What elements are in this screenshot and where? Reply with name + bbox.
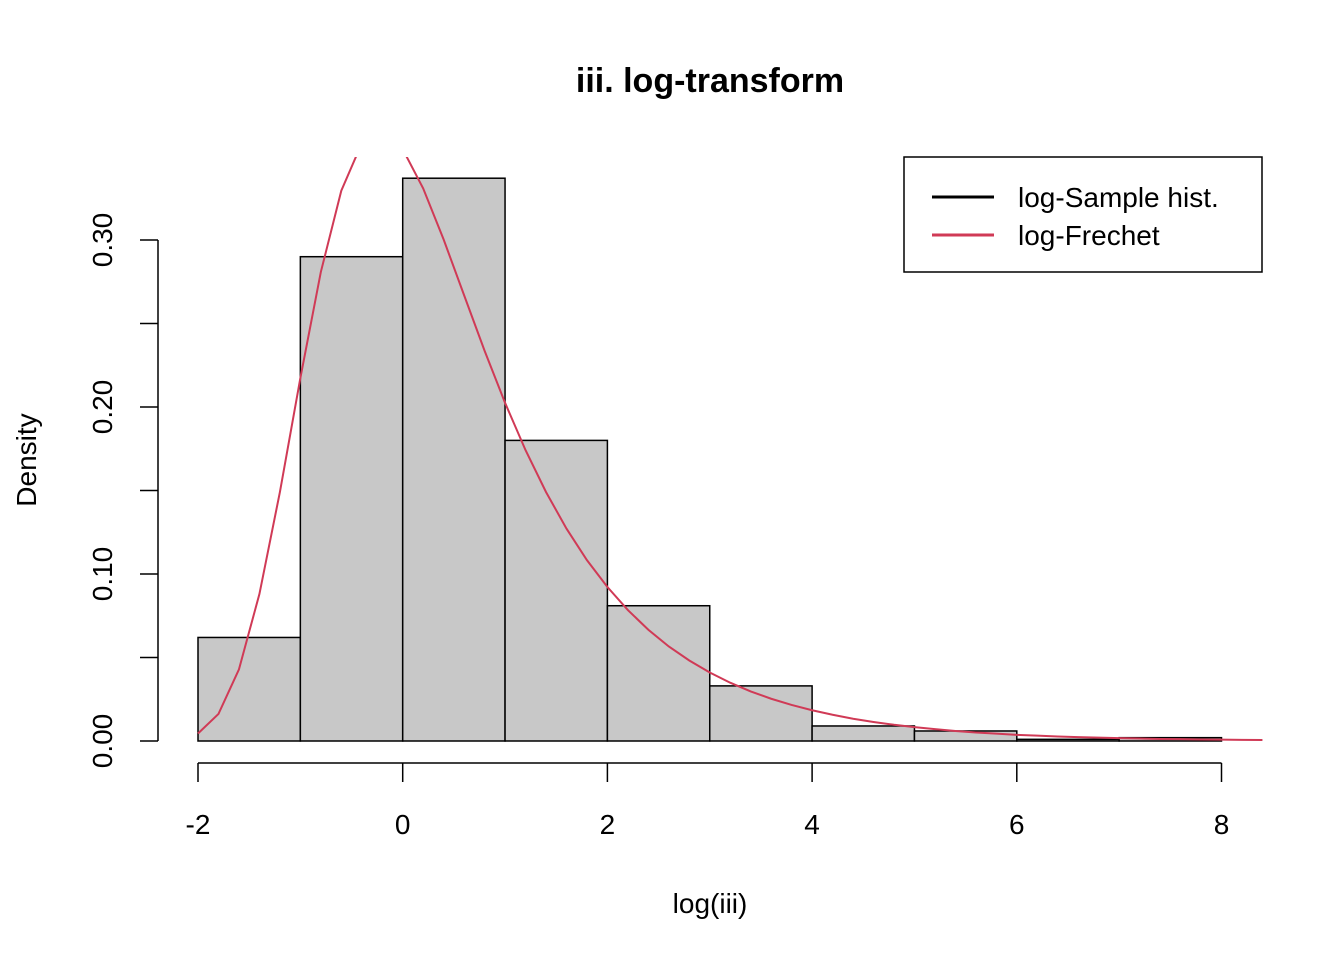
histogram-bar-3: [504, 439, 609, 742]
y-axis-label: Density: [11, 413, 42, 506]
frechet-density-curve: [197, 157, 1263, 741]
histogram-bar-0: [197, 636, 302, 742]
y-tick-label-4: 0.20: [87, 380, 118, 435]
x-tick-label-5: 8: [1214, 809, 1230, 840]
x-tick-label-2: 2: [600, 809, 616, 840]
y-axis: 0.00 0.10 0.20 0.30: [87, 213, 159, 769]
y-tick-label-2: 0.10: [87, 547, 118, 602]
legend-label-sample: log-Sample hist.: [1018, 182, 1219, 213]
x-tick-label-1: 0: [395, 809, 411, 840]
legend-box: [903, 156, 1263, 273]
legend: log-Sample hist. log-Frechet: [903, 156, 1263, 273]
x-tick-label-0: -2: [186, 809, 211, 840]
x-tick-label-4: 6: [1009, 809, 1025, 840]
x-axis: -2 0 2 4 6 8: [186, 762, 1230, 840]
histogram-bar-8: [1016, 738, 1120, 742]
y-tick-label-6: 0.30: [87, 213, 118, 268]
histogram-bar-4: [606, 604, 711, 742]
histogram-bar-1: [299, 255, 404, 742]
histogram-bar-6: [811, 725, 916, 742]
chart-title: iii. log-transform: [576, 62, 844, 100]
y-tick-label-0: 0.00: [87, 714, 118, 769]
histogram-bar-2: [401, 177, 506, 742]
frechet-curve-group: [197, 157, 1263, 741]
legend-label-frechet: log-Frechet: [1018, 220, 1160, 251]
x-axis-label: log(iii): [673, 888, 748, 919]
x-tick-label-3: 4: [804, 809, 820, 840]
